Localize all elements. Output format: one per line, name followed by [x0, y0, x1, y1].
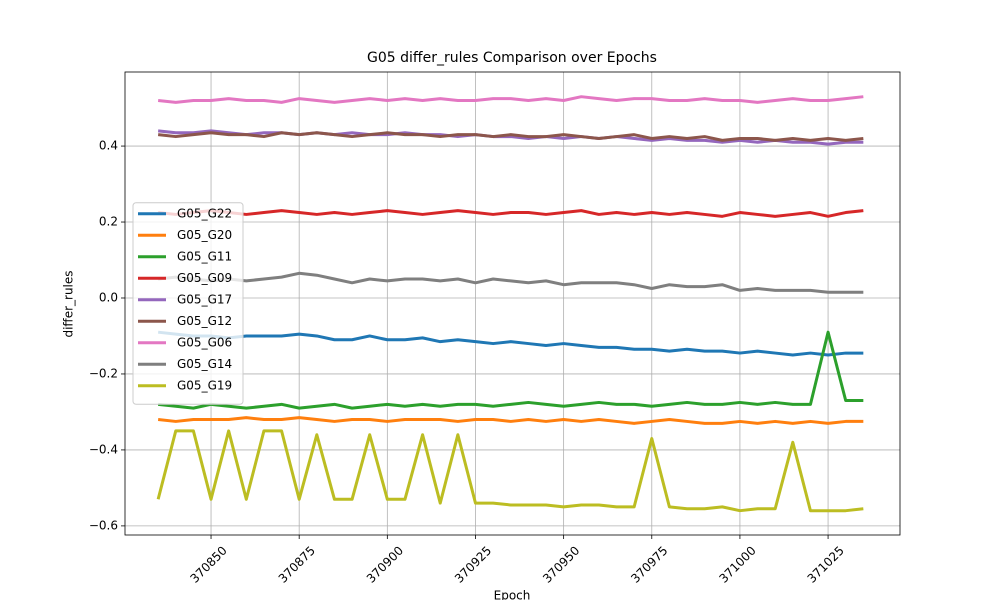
y-tick-label: 0.4: [99, 139, 118, 153]
chart-title: G05 differ_rules Comparison over Epochs: [367, 50, 657, 66]
x-axis-label: Epoch: [494, 589, 531, 600]
y-tick-label: −0.4: [89, 442, 118, 456]
series-line: [156, 429, 864, 513]
y-tick-label: 0.2: [99, 215, 118, 229]
legend-label: G05_G09: [177, 271, 232, 285]
legend-label: G05_G11: [177, 249, 232, 263]
series-line: [157, 131, 864, 142]
legend-label: G05_G20: [177, 228, 232, 242]
legend-label: G05_G12: [177, 314, 232, 328]
series-line: [157, 95, 864, 104]
y-tick-label: −0.6: [89, 518, 118, 532]
series-line: [157, 330, 864, 357]
legend-box: [132, 202, 244, 405]
legend-label: G05_G22: [177, 206, 232, 220]
legend-label: G05_G19: [177, 378, 232, 392]
legend: G05_G22 G05_G20 G05_G11 G05_G09 G05_G17 G05_G…: [132, 202, 244, 405]
series-line: [157, 271, 864, 294]
series-line: [157, 330, 864, 410]
y-tick-label: 0.0: [99, 290, 118, 304]
y-axis-label: differ_rules: [62, 270, 76, 337]
legend-label: G05_G14: [177, 357, 232, 371]
y-tick-label: −0.2: [89, 366, 118, 380]
legend-label: G05_G17: [177, 292, 232, 306]
series-line: [157, 416, 864, 425]
legend-label: G05_G06: [177, 335, 232, 349]
series-line: [157, 209, 864, 218]
plot-frame: [124, 71, 901, 536]
